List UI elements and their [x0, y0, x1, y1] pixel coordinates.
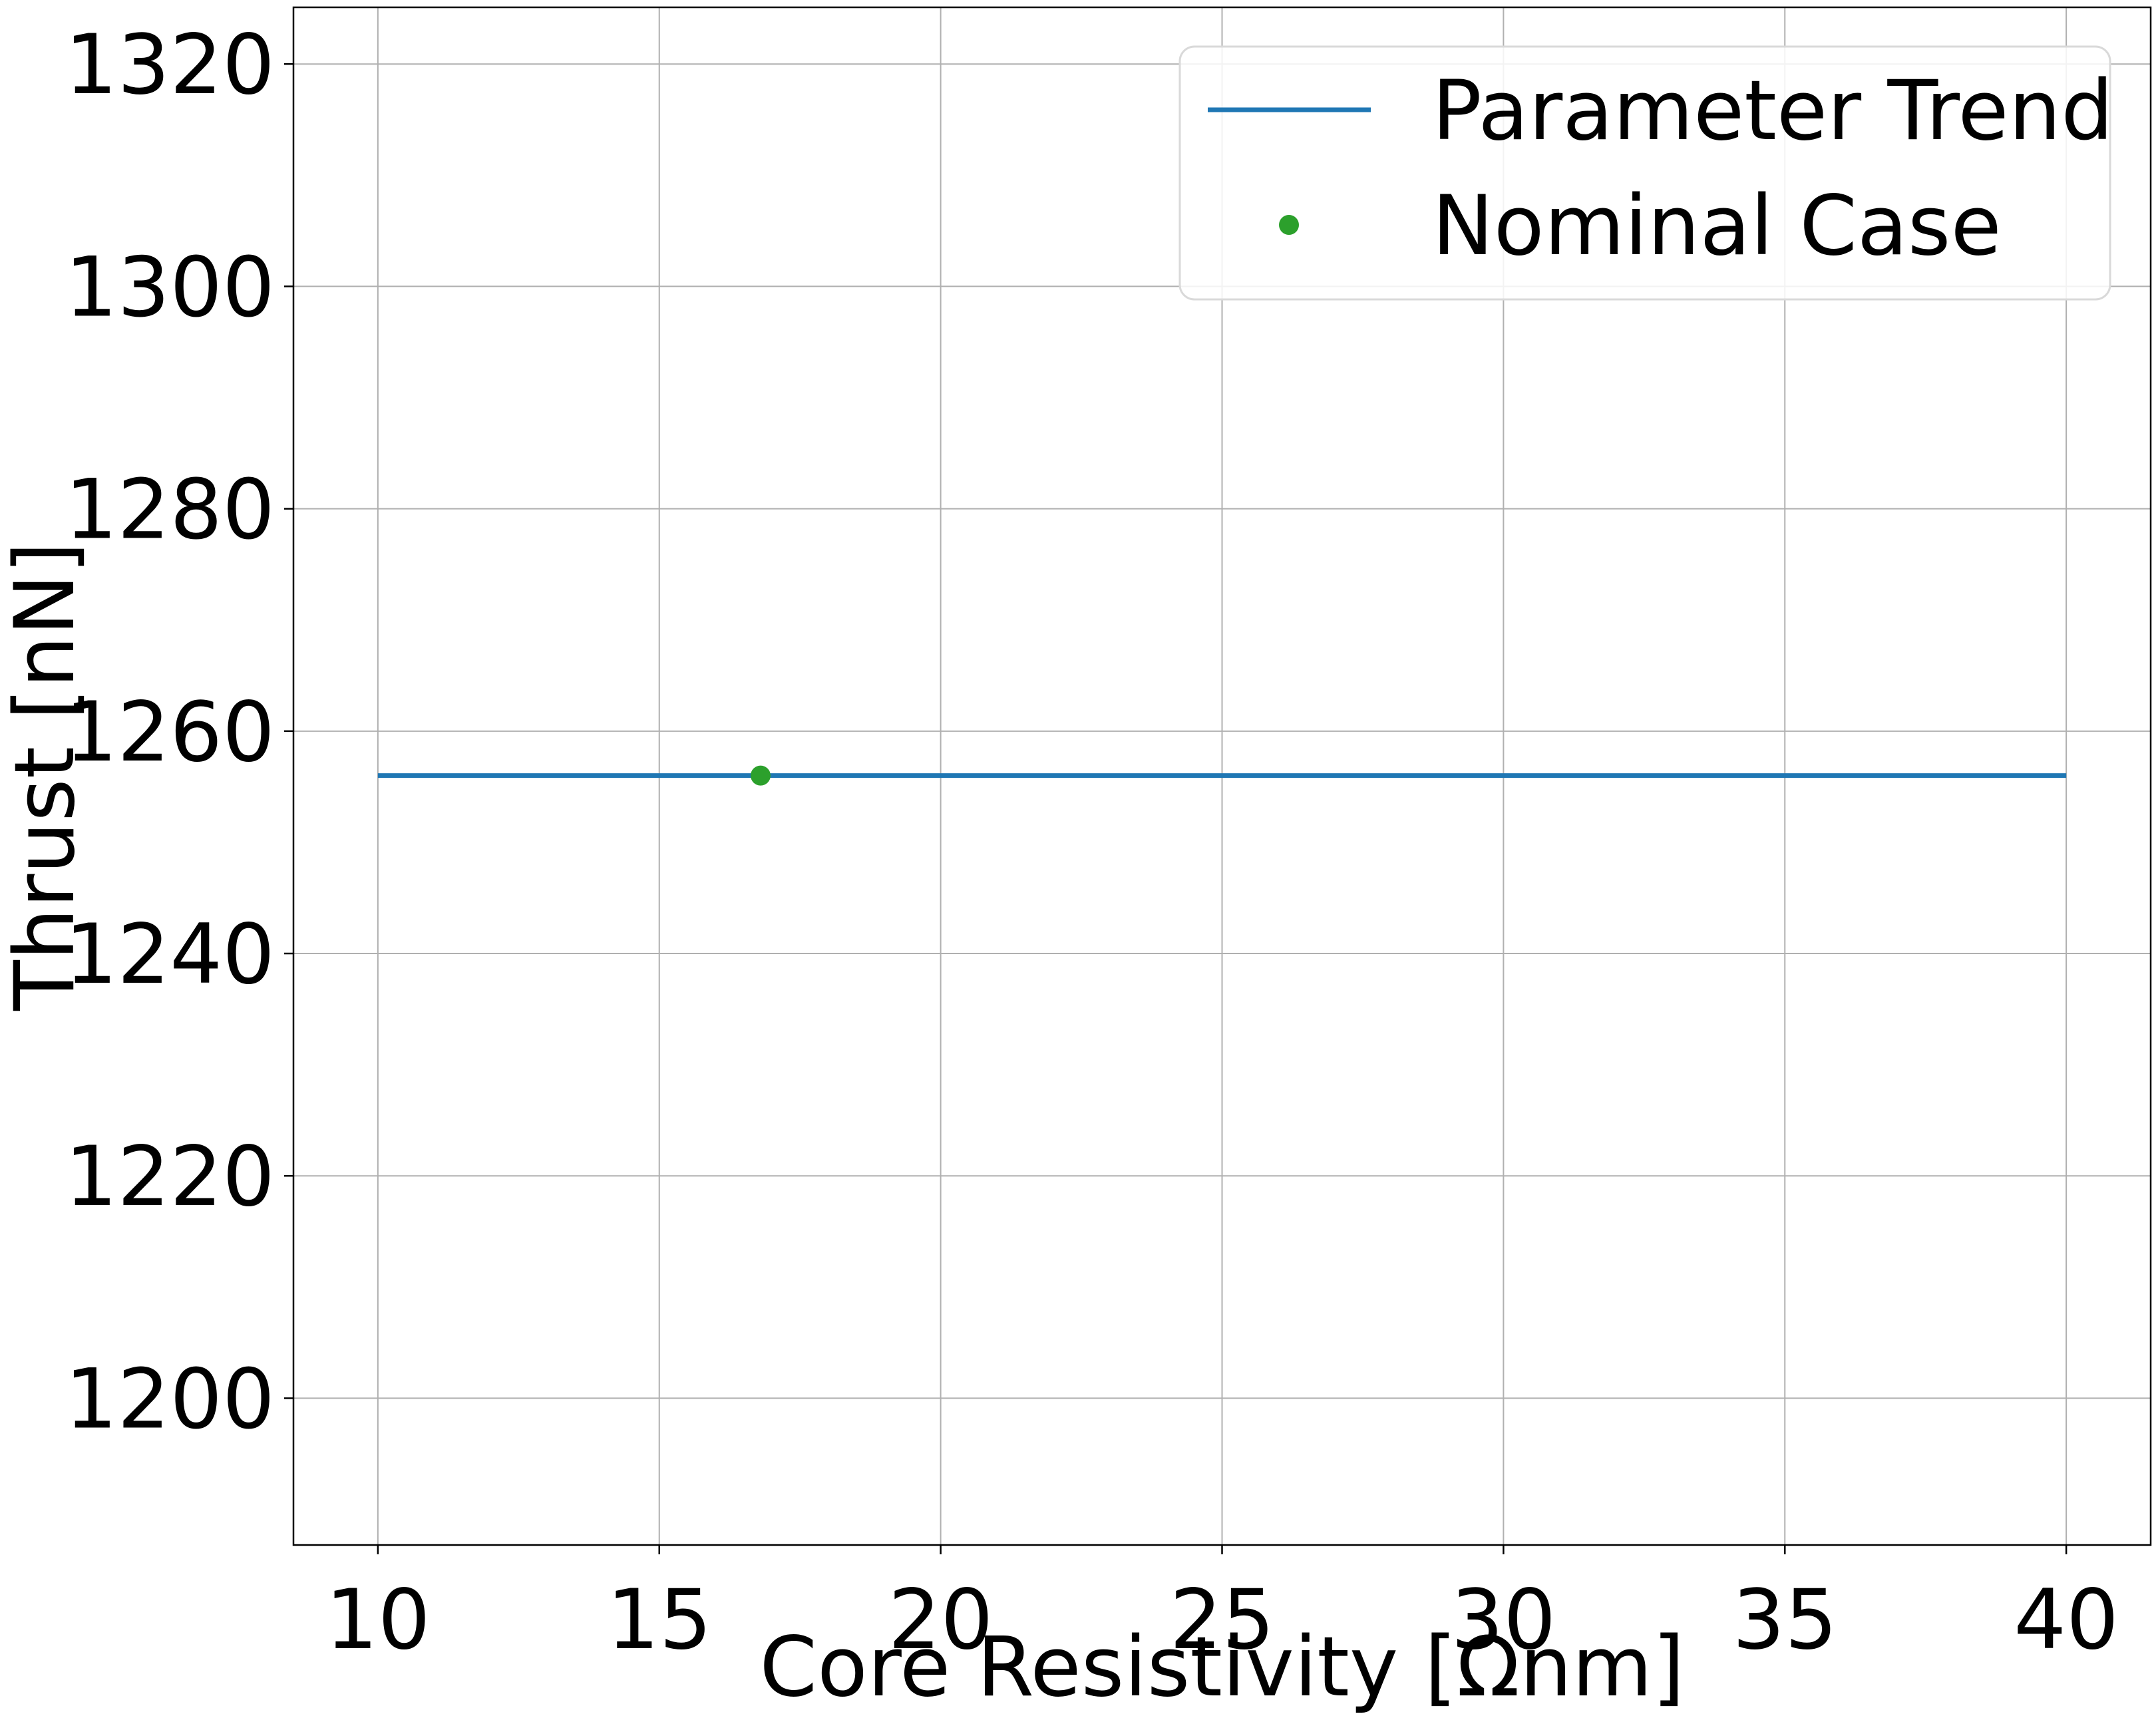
y-tick-label: 1200 [65, 1351, 275, 1447]
legend-label-parameter-trend: Parameter Trend [1432, 63, 2113, 159]
x-tick-label: 15 [607, 1572, 712, 1668]
y-tick-label: 1220 [65, 1129, 275, 1225]
legend: Parameter Trend Nominal Case [1178, 45, 2113, 301]
ticks: 10 15 20 25 30 35 40 1200 1220 1240 1260 1280 1300 13… [65, 17, 2119, 1668]
nominal-case-point [750, 765, 771, 786]
x-tick-label: 20 [888, 1572, 993, 1668]
legend-label-nominal-case: Nominal Case [1432, 178, 2002, 274]
legend-box [1178, 45, 2111, 301]
y-tick-label: 1300 [65, 240, 275, 335]
y-tick-label: 1320 [65, 17, 275, 113]
y-axis-title: Thrust [nN] [0, 542, 93, 1011]
x-tick-label: 25 [1170, 1572, 1275, 1668]
x-tick-label: 10 [325, 1572, 431, 1668]
legend-dot-swatch [1279, 215, 1299, 235]
x-tick-label: 40 [2014, 1572, 2119, 1668]
y-tick-label: 1240 [65, 907, 275, 1003]
x-tick-label: 35 [1732, 1572, 1837, 1668]
x-tick-label: 30 [1451, 1572, 1556, 1668]
x-axis-title: Core Resistivity [Ωnm] [759, 1620, 1684, 1715]
series-layer [377, 765, 2067, 786]
y-tick-label: 1260 [65, 685, 275, 780]
y-tick-label: 1280 [65, 462, 275, 558]
